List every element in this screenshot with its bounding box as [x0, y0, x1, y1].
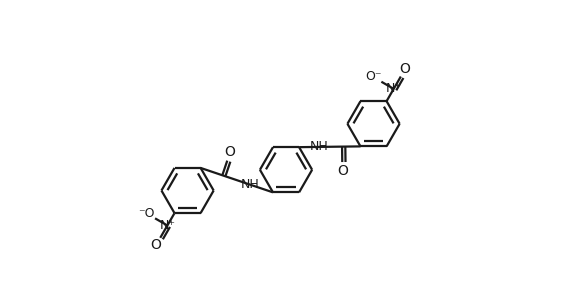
- Text: O: O: [151, 238, 162, 252]
- Text: N⁺: N⁺: [160, 219, 175, 232]
- Text: NH: NH: [240, 178, 260, 191]
- Text: N⁺: N⁺: [386, 82, 402, 95]
- Text: O: O: [399, 62, 410, 76]
- Text: O: O: [225, 145, 236, 159]
- Text: O: O: [337, 164, 348, 178]
- Text: O⁻: O⁻: [365, 71, 381, 83]
- Text: NH: NH: [310, 140, 328, 153]
- Text: ⁻O: ⁻O: [139, 207, 155, 220]
